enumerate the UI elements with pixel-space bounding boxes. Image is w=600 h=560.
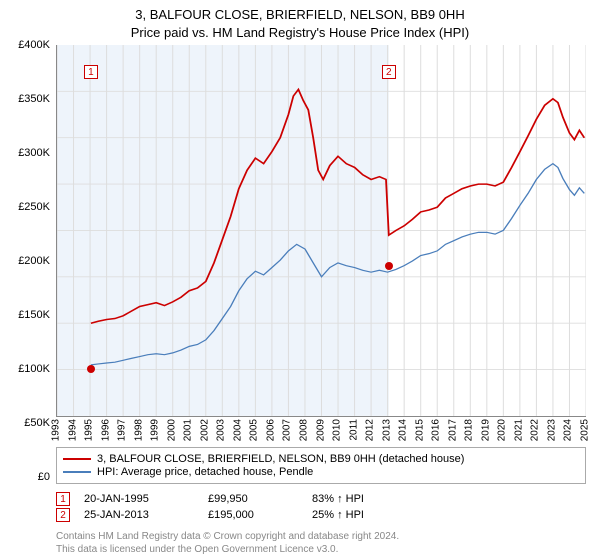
title-subtitle: Price paid vs. HM Land Registry's House … — [8, 24, 592, 42]
chart-title: 3, BALFOUR CLOSE, BRIERFIELD, NELSON, BB… — [8, 6, 592, 41]
legend-swatch — [63, 471, 91, 473]
footer-line-2: This data is licensed under the Open Gov… — [56, 543, 586, 556]
legend-item: HPI: Average price, detached house, Pend… — [63, 466, 579, 478]
x-tick-label: 2005 — [249, 419, 260, 441]
chart-area: £0£50K£100K£150K£200K£250K£300K£350K£400… — [8, 45, 592, 441]
sale-delta: 25% ↑ HPI — [312, 509, 364, 521]
x-tick-label: 2017 — [447, 419, 458, 441]
x-tick-label: 2009 — [315, 419, 326, 441]
x-tick-label: 2020 — [497, 419, 508, 441]
sale-marker-1: 1 — [84, 65, 98, 79]
x-tick-label: 1998 — [133, 419, 144, 441]
sale-dot-2 — [385, 262, 393, 270]
y-tick-label: £350K — [18, 93, 50, 105]
x-tick-label: 2007 — [282, 419, 293, 441]
title-address: 3, BALFOUR CLOSE, BRIERFIELD, NELSON, BB… — [8, 6, 592, 24]
y-tick-label: £300K — [18, 147, 50, 159]
x-tick-label: 2008 — [298, 419, 309, 441]
x-tick-label: 2012 — [365, 419, 376, 441]
x-tick-label: 2019 — [480, 419, 491, 441]
footer-line-1: Contains HM Land Registry data © Crown c… — [56, 530, 586, 543]
x-tick-label: 2003 — [216, 419, 227, 441]
x-tick-label: 2025 — [580, 419, 591, 441]
chart-svg — [57, 45, 586, 416]
legend-swatch — [63, 458, 91, 460]
sale-row: 2 25-JAN-2013 £195,000 25% ↑ HPI — [56, 508, 586, 522]
x-tick-label: 2002 — [199, 419, 210, 441]
x-tick-label: 2004 — [232, 419, 243, 441]
x-tick-label: 2022 — [530, 419, 541, 441]
x-tick-label: 2015 — [414, 419, 425, 441]
x-tick-label: 2014 — [398, 419, 409, 441]
x-tick-label: 1994 — [67, 419, 78, 441]
x-tick-label: 2018 — [464, 419, 475, 441]
sale-dot-1 — [87, 365, 95, 373]
x-tick-label: 1993 — [51, 419, 62, 441]
x-tick-label: 2016 — [431, 419, 442, 441]
legend-item: 3, BALFOUR CLOSE, BRIERFIELD, NELSON, BB… — [63, 453, 579, 465]
plot-region: 12 — [56, 45, 586, 417]
x-axis-labels: 1993199419951996199719981999200020012002… — [56, 417, 586, 441]
sale-price: £195,000 — [208, 509, 298, 521]
y-tick-label: £400K — [18, 39, 50, 51]
sale-date: 25-JAN-2013 — [84, 509, 194, 521]
y-tick-label: £250K — [18, 201, 50, 213]
y-tick-label: £0 — [38, 471, 50, 483]
sale-date: 20-JAN-1995 — [84, 493, 194, 505]
legend-box: 3, BALFOUR CLOSE, BRIERFIELD, NELSON, BB… — [56, 447, 586, 484]
x-tick-label: 2023 — [546, 419, 557, 441]
sale-row: 1 20-JAN-1995 £99,950 83% ↑ HPI — [56, 492, 586, 506]
x-tick-label: 1995 — [84, 419, 95, 441]
x-tick-label: 2011 — [348, 419, 359, 441]
x-tick-label: 2010 — [332, 419, 343, 441]
y-axis-labels: £0£50K£100K£150K£200K£250K£300K£350K£400… — [8, 45, 52, 417]
y-tick-label: £50K — [24, 417, 50, 429]
sale-row-marker: 1 — [56, 492, 70, 506]
footer-attribution: Contains HM Land Registry data © Crown c… — [56, 530, 586, 556]
x-tick-label: 1996 — [100, 419, 111, 441]
y-tick-label: £150K — [18, 309, 50, 321]
x-tick-label: 2001 — [183, 419, 194, 441]
x-tick-label: 2000 — [166, 419, 177, 441]
sale-row-marker: 2 — [56, 508, 70, 522]
sale-marker-2: 2 — [382, 65, 396, 79]
y-tick-label: £100K — [18, 363, 50, 375]
sale-price: £99,950 — [208, 493, 298, 505]
legend-label: HPI: Average price, detached house, Pend… — [97, 466, 313, 478]
legend-label: 3, BALFOUR CLOSE, BRIERFIELD, NELSON, BB… — [97, 453, 464, 465]
y-tick-label: £200K — [18, 255, 50, 267]
x-tick-label: 2006 — [265, 419, 276, 441]
x-tick-label: 2021 — [513, 419, 524, 441]
sale-delta: 83% ↑ HPI — [312, 493, 364, 505]
x-tick-label: 2013 — [381, 419, 392, 441]
sales-list: 1 20-JAN-1995 £99,950 83% ↑ HPI 2 25-JAN-2013… — [56, 490, 586, 524]
x-tick-label: 2024 — [563, 419, 574, 441]
x-tick-label: 1999 — [150, 419, 161, 441]
x-tick-label: 1997 — [117, 419, 128, 441]
